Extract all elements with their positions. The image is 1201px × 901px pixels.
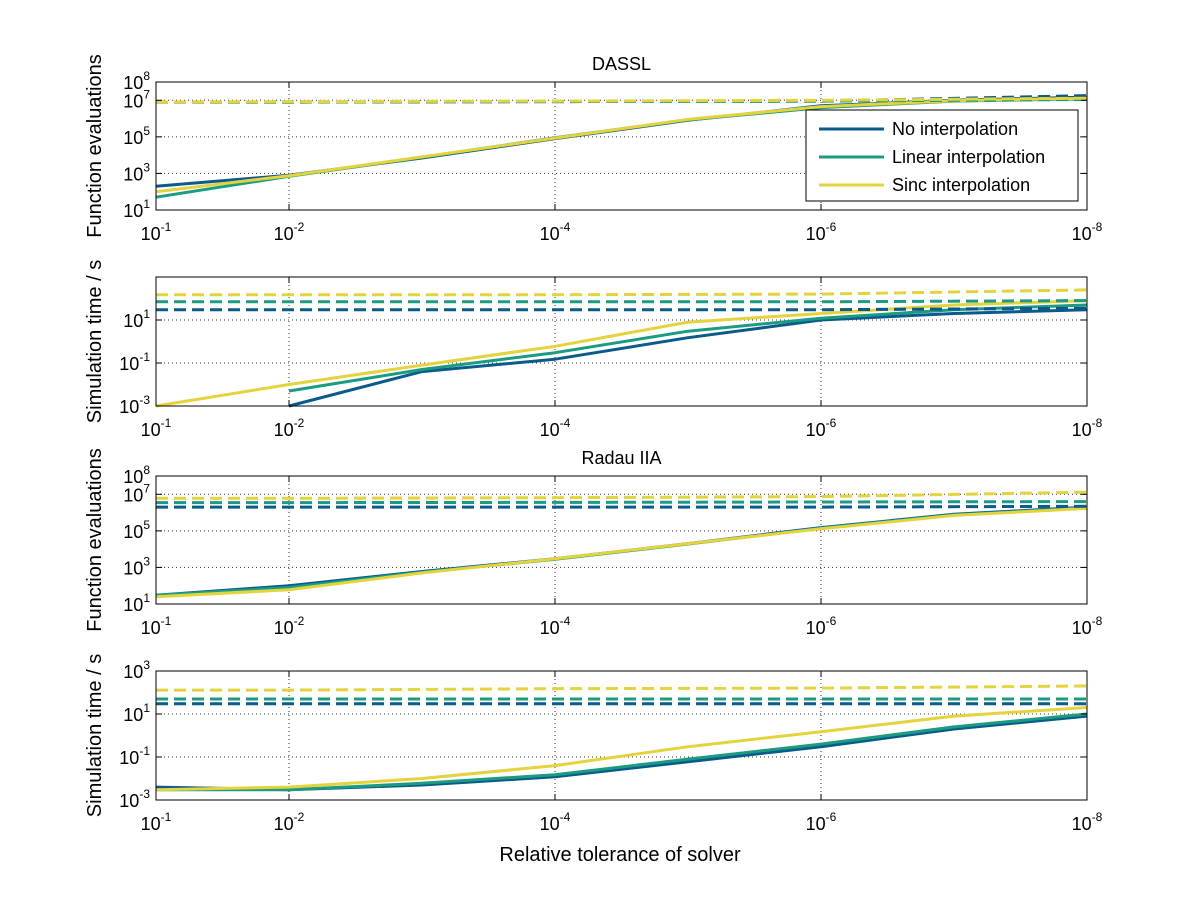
- x-tick-label: 10-8: [1072, 614, 1103, 638]
- legend-label-2: Linear interpolation: [892, 147, 1045, 167]
- series-line-dashed-2: [156, 299, 1088, 304]
- axes-frame: [155, 475, 1088, 605]
- x-tick-label: 10-4: [540, 220, 571, 244]
- y-tick-label: 101: [123, 701, 150, 725]
- series-line-2: [156, 712, 1088, 792]
- series-line-dashed-3: [156, 490, 1088, 500]
- y-tick-label: 101: [123, 307, 150, 331]
- y-tick-label: 10-3: [119, 393, 150, 417]
- y-tick-label: 101: [123, 591, 150, 615]
- series-line-dashed-2: [156, 500, 1088, 505]
- legend-label-1: No interpolation: [892, 119, 1018, 139]
- y-tick-label: 105: [123, 124, 150, 148]
- x-tick-label: 10-2: [274, 810, 305, 834]
- axes-frame: [155, 81, 1088, 211]
- series-line-3: [155, 299, 1088, 408]
- axes-frame: [155, 276, 1088, 407]
- chart-panels: 10-1 10-2 10-4 10-6 10-8101103105107108DASSL…: [84, 54, 1103, 834]
- chart-title: DASSL: [592, 54, 651, 74]
- panel-2: 10-1 10-2 10-4 10-6 10-810-310-1101Simulatio…: [84, 260, 1103, 440]
- legend: No interpolation Linear interpolation Sinc…: [805, 109, 1079, 202]
- series-line-3: [155, 706, 1088, 792]
- y-tick-label: 10-1: [119, 350, 150, 374]
- series-line-1: [288, 308, 1088, 408]
- y-tick-label: 103: [123, 554, 150, 578]
- y-tick-label: 103: [123, 658, 150, 682]
- x-tick-label: 10-8: [1072, 220, 1103, 244]
- series-line-dashed-1: [156, 306, 1088, 312]
- x-tick-label: 10-1: [141, 810, 172, 834]
- series-line-dashed-3: [156, 288, 1088, 297]
- x-tick-label: 10-4: [540, 810, 571, 834]
- y-axis-label: Simulation time / s: [84, 654, 106, 817]
- x-tick-label: 10-1: [141, 220, 172, 244]
- x-tick-label: 10-4: [540, 614, 571, 638]
- x-tick-label: 10-6: [806, 810, 837, 834]
- series-line-dashed-3: [156, 684, 1088, 692]
- x-tick-label: 10-2: [274, 220, 305, 244]
- y-tick-label: 107: [123, 87, 150, 111]
- legend-label-3: Sinc interpolation: [892, 175, 1030, 195]
- x-tick-label: 10-6: [806, 416, 837, 440]
- y-axis-label: Function evaluations: [84, 54, 106, 237]
- series-line-3: [155, 506, 1088, 599]
- x-tick-label: 10-4: [540, 416, 571, 440]
- x-tick-label: 10-6: [806, 614, 837, 638]
- x-tick-label: 10-6: [806, 220, 837, 244]
- series-line-dashed-3: [155, 96, 1088, 104]
- x-tick-label: 10-2: [274, 614, 305, 638]
- x-tick-label: 10-8: [1072, 416, 1103, 440]
- chart-title: Radau IIA: [581, 448, 661, 468]
- y-tick-label: 10-3: [119, 787, 150, 811]
- y-tick-label: 108: [123, 463, 150, 487]
- plot-area: [156, 671, 1087, 800]
- y-tick-label: 107: [123, 481, 150, 505]
- y-tick-label: 101: [123, 197, 150, 221]
- axes-frame: [155, 670, 1088, 801]
- x-axis-label: Relative tolerance of solver: [499, 844, 741, 866]
- y-tick-label: 108: [123, 69, 150, 93]
- x-tick-label: 10-8: [1072, 810, 1103, 834]
- x-tick-label: 10-1: [141, 614, 172, 638]
- y-axis-label: Function evaluations: [84, 448, 106, 631]
- y-tick-label: 105: [123, 518, 150, 542]
- y-tick-label: 10-1: [119, 744, 150, 768]
- x-tick-label: 10-1: [141, 416, 172, 440]
- y-tick-label: 103: [123, 160, 150, 184]
- panel-4: 10-1 10-2 10-4 10-6 10-810-310-1101103Simula…: [84, 654, 1103, 834]
- y-axis-label: Simulation time / s: [84, 260, 106, 423]
- x-tick-label: 10-2: [274, 416, 305, 440]
- series-line-dashed-1: [156, 504, 1088, 509]
